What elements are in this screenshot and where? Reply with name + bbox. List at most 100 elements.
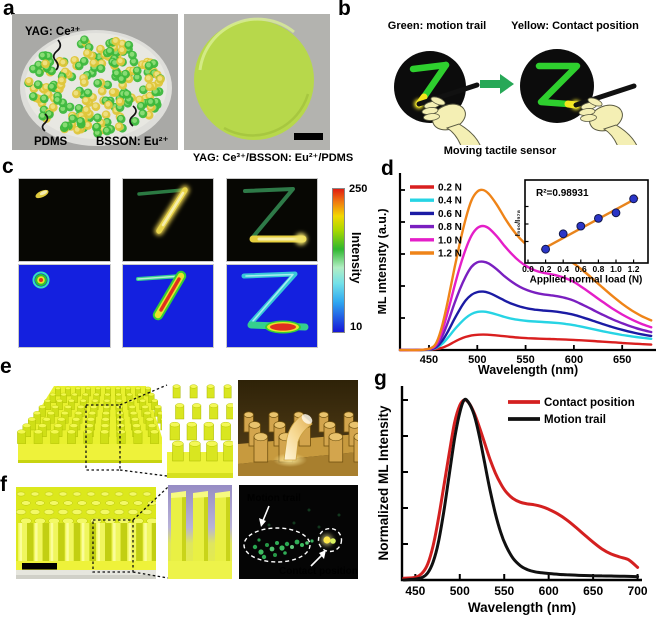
contact-position-circle: [317, 527, 343, 553]
d-legend-0.6N: 0.6 N: [438, 209, 462, 220]
contact-position-annotation: Contact position: [279, 566, 358, 577]
ml-photo-frame-3: [226, 178, 318, 262]
g-x-tick: 550: [494, 584, 514, 598]
g-legend-Contact-position: Contact position: [544, 397, 635, 409]
ml-heatmap-frame-2: [122, 264, 214, 348]
bent-glowing-pillar: [283, 414, 313, 461]
d-x-tick: 450: [420, 354, 438, 366]
d-inset-point: [558, 229, 568, 239]
d-inset-fit-line: [540, 196, 639, 251]
d-inset-x-tick: 0.4: [557, 264, 569, 274]
yag-pointer-squiggle: [52, 39, 62, 71]
panel-d-label: d: [381, 157, 394, 180]
d-inset-x-tick: 0.2: [540, 264, 552, 274]
panel-f-pillar-zoom-photo: [168, 485, 232, 579]
composite-disc-photo: [184, 14, 330, 150]
panel-a-photo-image: [184, 14, 330, 150]
d-inset-r2: R²=0.98931: [536, 188, 589, 199]
d-curve-0.6N: [398, 290, 653, 352]
d-inset-point: [594, 214, 603, 223]
d-legend-1.0N: 1.0 N: [438, 235, 462, 246]
d-ylabel: ML intensity (a.u.): [378, 208, 389, 314]
panel-a-schematic-image: YAG: Ce³⁺ PDMS BSSON: Eu²⁺: [12, 14, 178, 150]
g-legend-Motion-trail: Motion trail: [544, 414, 606, 426]
d-inset-point: [541, 244, 551, 254]
panel-a-caption: YAG: Ce³⁺/BSSON: Eu²⁺/PDMS: [192, 152, 354, 164]
g-ylabel: Normalized ML Intensity: [378, 405, 391, 561]
d-xlabel: Wavelength (nm): [478, 363, 578, 377]
g-axes: [400, 386, 642, 582]
d-curve-1.2N: [398, 188, 653, 352]
d-legend-0.8N: 0.8 N: [438, 222, 462, 233]
panel-f-ml-trail-photo: Motion trail Contact position: [239, 485, 358, 579]
g-curve-Motion-trail: [402, 397, 640, 582]
g-curve-Contact-position: [402, 398, 640, 580]
bsson-label: BSSON: Eu²⁺: [96, 136, 169, 148]
pdms-pointer-squiggle: [41, 113, 49, 132]
panel-b-label: b: [338, 0, 351, 20]
d-inset-xlabel: Applied normal load (N): [530, 275, 643, 286]
colorbar-title: Intensity: [349, 232, 363, 284]
d-inset-x-tick: 1.0: [610, 264, 622, 274]
g-x-tick: 600: [539, 584, 559, 598]
d-x-tick: 650: [613, 354, 631, 366]
d-legend-0.4N: 0.4 N: [438, 196, 462, 207]
panel-e-label: e: [0, 355, 12, 378]
d-inset-x-tick: 1.2: [628, 264, 640, 274]
intensity-colorbar: [332, 188, 345, 333]
d-x-tick: 550: [516, 354, 534, 366]
panel-e-array-schematic: [14, 372, 162, 478]
colorbar-min: 10: [350, 321, 363, 333]
panel-b-scene: [380, 40, 660, 145]
colorbar-max: 250: [349, 183, 368, 195]
d-inset-point: [611, 208, 621, 218]
yellow-contact-position-label: Yellow: Contact position: [511, 20, 639, 32]
bsson-pointer-squiggle: [129, 105, 137, 127]
d-x-tick: 500: [468, 354, 486, 366]
ml-spectra-chart: 450 500 550 600 650 Wavelength (nm) ML intensi…: [378, 173, 656, 377]
motion-trail-ellipse: [243, 527, 311, 563]
d-curve-0.8N: [398, 260, 653, 352]
g-xlabel: Wavelength (nm): [468, 600, 576, 615]
phosphor-particles: [24, 35, 165, 138]
scale-bar: [22, 563, 57, 570]
d-legend-0.2N: 0.2 N: [438, 183, 462, 194]
panel-e-bent-pillar-render: [238, 380, 358, 476]
d-x-tick: 600: [565, 354, 583, 366]
scale-bar: [294, 133, 323, 140]
panel-f-label: f: [0, 473, 7, 496]
arrow-icon: [480, 74, 514, 94]
green-motion-trail-label: Green: motion trail: [387, 20, 487, 32]
panel-e-array-zoom: [167, 372, 233, 478]
panel-b-caption: Moving tactile sensor: [443, 145, 557, 157]
tactile-sensor-illustration: [394, 49, 660, 145]
motion-trail-annotation: Motion trail: [247, 493, 301, 504]
composite-disc-schematic: YAG: Ce³⁺ PDMS BSSON: Eu²⁺: [12, 14, 178, 150]
panel-f-array-photo: [16, 487, 156, 579]
d-legend-1.2N: 1.2 N: [438, 249, 462, 260]
d-curve-0.4N: [398, 310, 653, 352]
d-curve-1.0N: [398, 224, 653, 352]
d-inset-point: [629, 194, 639, 204]
panel-a-label: a: [3, 0, 15, 20]
ml-photo-frame-2: [122, 178, 214, 262]
g-x-tick: 700: [628, 584, 648, 598]
d-inset-point: [576, 221, 586, 231]
yag-label: YAG: Ce³⁺: [25, 26, 81, 38]
pdms-label: PDMS: [34, 136, 68, 148]
g-x-tick: 500: [450, 584, 470, 598]
d-curve-0.2N: [398, 333, 653, 352]
ml-photo-frame-1: [18, 178, 111, 262]
d-inset-ylabel: I₅₀₀/I₅₇₈: [513, 209, 522, 236]
ml-heatmap-frame-1: [18, 264, 111, 348]
g-x-tick: 650: [583, 584, 603, 598]
d-inset-x-tick: 0.6: [575, 264, 587, 274]
g-x-tick: 450: [405, 584, 425, 598]
ml-heatmap-frame-3: [226, 264, 318, 348]
normalized-ml-chart: 450 500 550 600 650 700 Wavelength (nm) Normali…: [378, 386, 648, 615]
panel-c-label: c: [2, 155, 14, 178]
d-inset-x-tick: 0.0: [522, 264, 534, 274]
d-inset-x-tick: 0.8: [592, 264, 604, 274]
panel-g-label: g: [374, 367, 387, 390]
